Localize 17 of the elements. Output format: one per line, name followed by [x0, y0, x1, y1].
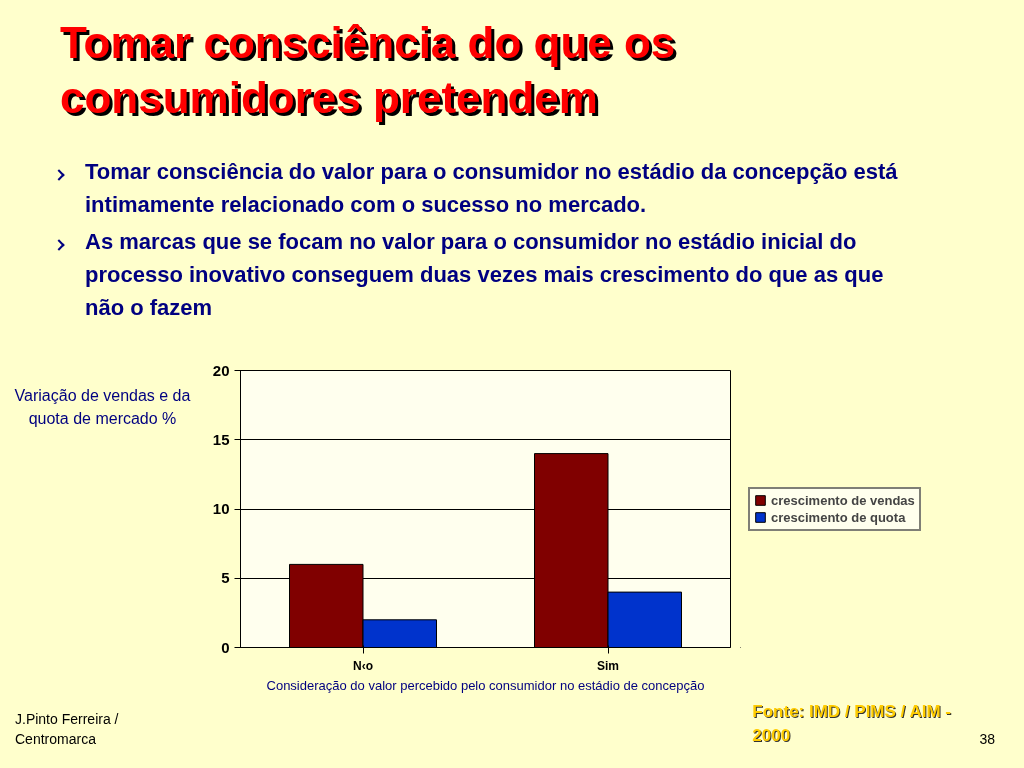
x-tick-label: N‹o	[353, 658, 373, 673]
y-tick-label: 5	[221, 569, 230, 587]
legend-label: crescimento de vendas	[771, 492, 915, 508]
x-tick-label: Sim	[597, 658, 620, 673]
y-tick-label: 20	[212, 361, 230, 379]
text: 38	[979, 729, 995, 749]
chart-title: Tomar consciência do que os consumidores pretendem	[60, 17, 677, 124]
y-tick-label: 15	[212, 430, 230, 448]
y-tick-label: 0	[221, 638, 230, 656]
text: J.Pinto Ferreira / Centromarca	[15, 709, 120, 749]
text: As marcas que se focam no valor para o consumidor no estádio inicial do processo inovativo conseguem duas vezes mais crescimento do que as que não o fazem	[85, 228, 885, 322]
y-tick-label: 10	[212, 500, 230, 517]
source-note: Fonte: IMD / PIMS / AIM - 2000	[752, 701, 952, 748]
legend-label: crescimento de quota	[771, 509, 906, 525]
y-axis-title: Variação de vendas e da quota de mercado %	[13, 386, 192, 429]
text: Tomar consciência do valor para o consumidor no estádio da concepção está intimamente relacionado com o sucesso no mercado.	[85, 158, 899, 219]
x-axis-title: Consideração do valor percebido pelo consumidor no estádio de concepção	[266, 677, 705, 693]
